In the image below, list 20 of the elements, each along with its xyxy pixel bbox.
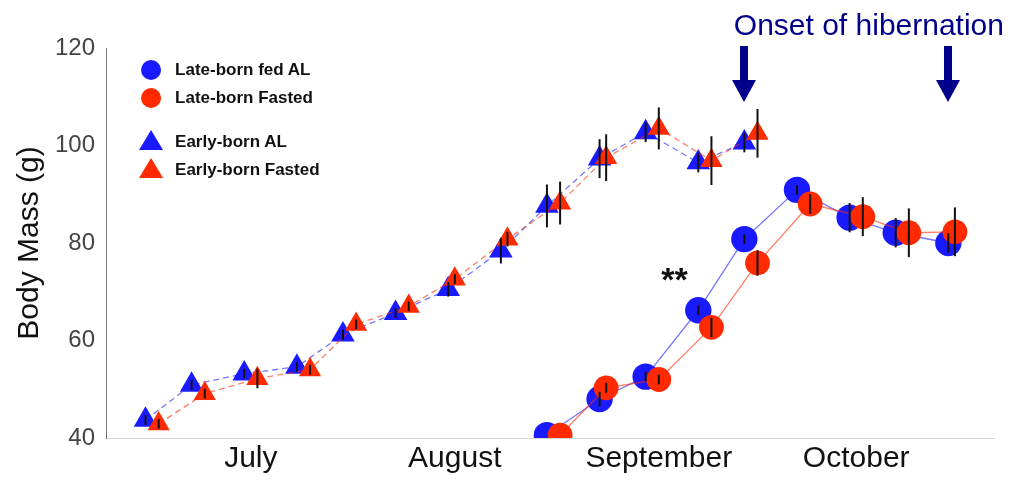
y-tick-label: 120: [55, 32, 96, 60]
x-tick-label: July: [224, 440, 278, 474]
y-tick-label: 40: [68, 422, 96, 450]
y-axis-title: Body Mass (g): [11, 146, 45, 340]
y-tick-label: 100: [55, 130, 96, 158]
x-tick-label: August: [408, 440, 503, 474]
x-tick-label: October: [802, 440, 910, 474]
legend-label: Early-born Fasted: [175, 159, 320, 179]
annotation: **: [661, 260, 689, 299]
text: Onset of hibernation: [733, 8, 1004, 42]
legend-label: Late-born fed AL: [175, 59, 311, 79]
x-tick-label: September: [585, 440, 733, 474]
y-tick-label: 60: [68, 325, 96, 353]
point: [193, 380, 216, 401]
point: [147, 411, 170, 431]
point: [397, 293, 420, 313]
y-tick-label: 80: [68, 227, 96, 255]
point: [345, 311, 368, 331]
legend-label: Late-born Fasted: [175, 87, 313, 107]
legend-label: Early-born AL: [175, 131, 287, 151]
